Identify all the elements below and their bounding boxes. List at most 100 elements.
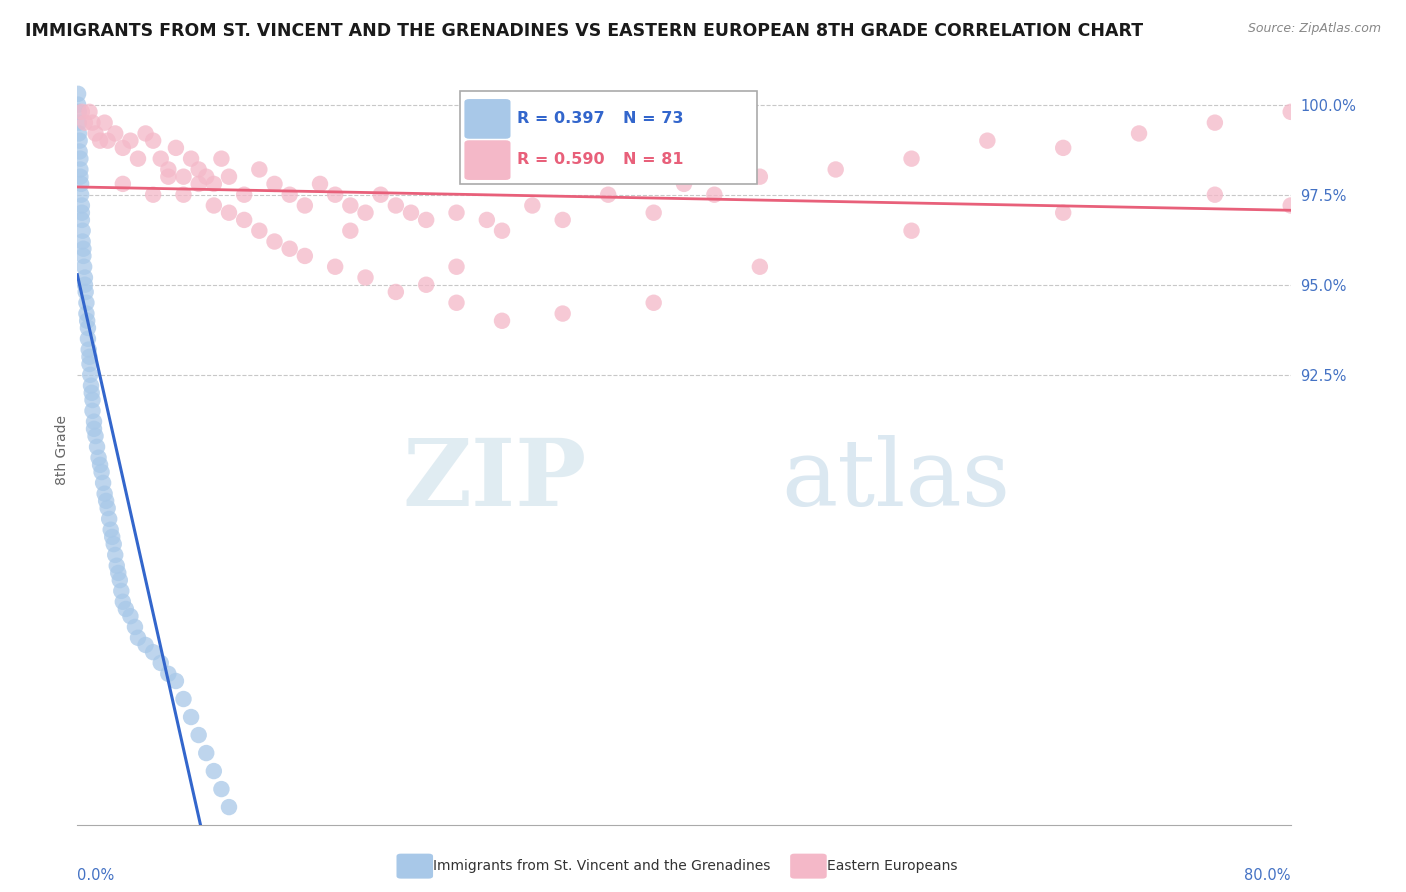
Point — [83, 415, 105, 429]
Point — [202, 198, 225, 212]
Point — [149, 656, 172, 670]
Point — [491, 314, 513, 328]
Point — [323, 187, 346, 202]
Point — [165, 673, 187, 688]
Point — [108, 573, 131, 587]
Point — [98, 512, 121, 526]
Point — [263, 177, 285, 191]
Point — [107, 566, 129, 580]
Point — [976, 134, 998, 148]
Point — [103, 537, 125, 551]
Point — [104, 127, 127, 141]
Point — [97, 134, 120, 148]
Text: Eastern Europeans: Eastern Europeans — [827, 859, 957, 873]
FancyBboxPatch shape — [460, 91, 756, 185]
Point — [70, 104, 93, 119]
Point — [73, 277, 96, 292]
Point — [195, 169, 218, 184]
Point — [1128, 127, 1150, 141]
Point — [1279, 198, 1302, 212]
Point — [180, 152, 202, 166]
Point — [354, 270, 377, 285]
Point — [551, 307, 574, 321]
Point — [111, 177, 134, 191]
Text: R = 0.590: R = 0.590 — [516, 153, 605, 167]
Point — [89, 134, 111, 148]
Point — [354, 205, 377, 219]
Point — [70, 198, 93, 212]
Text: Source: ZipAtlas.com: Source: ZipAtlas.com — [1247, 22, 1381, 36]
Point — [142, 134, 165, 148]
Point — [263, 235, 285, 249]
Point — [135, 127, 157, 141]
Point — [475, 213, 498, 227]
Point — [72, 224, 94, 238]
Point — [73, 260, 96, 274]
Point — [385, 198, 408, 212]
Point — [824, 162, 846, 177]
Point — [323, 260, 346, 274]
Point — [80, 385, 103, 400]
FancyBboxPatch shape — [464, 99, 510, 139]
Point — [218, 800, 240, 814]
Point — [748, 260, 770, 274]
Point — [294, 249, 316, 263]
Point — [84, 429, 107, 443]
Point — [598, 187, 620, 202]
Point — [209, 152, 232, 166]
Point — [233, 213, 256, 227]
Point — [89, 458, 111, 472]
Point — [157, 666, 180, 681]
Point — [157, 162, 180, 177]
Point — [73, 270, 96, 285]
FancyBboxPatch shape — [464, 140, 510, 180]
Point — [385, 285, 408, 299]
Text: N = 73: N = 73 — [623, 111, 683, 126]
Point — [72, 242, 94, 256]
Point — [1204, 187, 1226, 202]
Point — [900, 152, 922, 166]
Text: 80.0%: 80.0% — [1244, 868, 1291, 883]
Point — [79, 104, 101, 119]
Point — [111, 141, 134, 155]
Point — [69, 134, 91, 148]
Point — [703, 187, 725, 202]
Point — [115, 602, 138, 616]
Point — [69, 162, 91, 177]
Text: atlas: atlas — [782, 435, 1011, 525]
Point — [218, 205, 240, 219]
Point — [247, 162, 270, 177]
Point — [233, 187, 256, 202]
Point — [120, 134, 142, 148]
Point — [135, 638, 157, 652]
Point — [82, 392, 104, 407]
Point — [110, 583, 132, 598]
Point — [1052, 141, 1074, 155]
Point — [83, 422, 105, 436]
Point — [87, 450, 110, 465]
Point — [173, 187, 195, 202]
Point — [86, 440, 108, 454]
Text: 0.0%: 0.0% — [77, 868, 114, 883]
Point — [75, 295, 97, 310]
Point — [70, 187, 93, 202]
Point — [370, 187, 392, 202]
Point — [149, 152, 172, 166]
Point — [278, 242, 301, 256]
Text: R = 0.397: R = 0.397 — [516, 111, 605, 126]
Point — [73, 115, 96, 129]
Point — [82, 115, 104, 129]
Point — [415, 277, 437, 292]
Point — [72, 235, 94, 249]
Point — [127, 631, 149, 645]
Text: IMMIGRANTS FROM ST. VINCENT AND THE GRENADINES VS EASTERN EUROPEAN 8TH GRADE COR: IMMIGRANTS FROM ST. VINCENT AND THE GREN… — [25, 22, 1143, 40]
Point — [142, 187, 165, 202]
Point — [67, 127, 90, 141]
Point — [69, 152, 91, 166]
Point — [72, 249, 94, 263]
Point — [551, 213, 574, 227]
Text: ZIP: ZIP — [402, 435, 586, 525]
Point — [67, 87, 90, 101]
Point — [339, 198, 361, 212]
Point — [187, 728, 209, 742]
